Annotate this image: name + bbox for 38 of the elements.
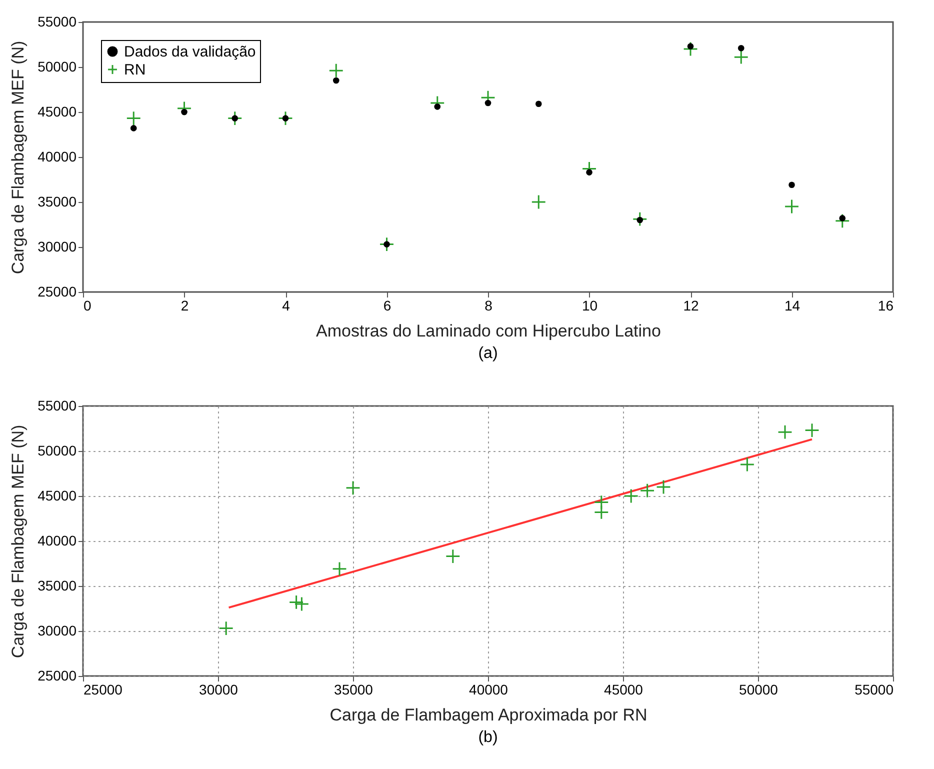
x-tick-label: 4	[282, 298, 290, 314]
y-tick-label: 25000	[38, 284, 77, 300]
y-tick-label: 40000	[38, 532, 77, 548]
x-tick-label: 55000	[854, 682, 894, 698]
y-tick-label: 30000	[38, 622, 77, 638]
y-tick-label: 30000	[38, 238, 77, 254]
y-tick-label: 45000	[38, 488, 77, 504]
x-tick-label: 16	[878, 298, 894, 314]
x-tick-label: 12	[683, 298, 699, 314]
x-tick-label: 45000	[604, 682, 644, 698]
x-tick-label: 2	[180, 298, 189, 314]
y-tick-label: 35000	[38, 578, 77, 594]
y-tick-label: 25000	[38, 668, 77, 684]
legend-label: Dados da validação	[124, 44, 256, 60]
x-tick-label: 30000	[199, 682, 238, 698]
y-tick-label: 35000	[38, 194, 77, 210]
x-tick-label: 25000	[84, 682, 123, 698]
x-axis-title: Amostras do Laminado com Hipercubo Latino	[316, 322, 661, 340]
y-tick-label: 55000	[38, 398, 77, 414]
x-tick-label: 0	[84, 298, 92, 314]
x-tick-label: 14	[784, 298, 800, 314]
text: (a)	[478, 345, 498, 362]
x-tick-label: 40000	[469, 682, 508, 698]
y-tick-label: 50000	[38, 58, 77, 74]
y-tick-label: 55000	[38, 14, 77, 30]
y-axis-title: Carga de Flambagem MEF (N)	[8, 424, 28, 658]
x-axis-title: Carga de Flambagem Aproximada por RN	[330, 706, 648, 724]
y-tick-label: 40000	[38, 148, 77, 164]
x-tick-label: 8	[484, 298, 493, 314]
text: (b)	[478, 729, 498, 746]
x-tick-label: 50000	[739, 682, 778, 698]
x-tick-label: 10	[582, 298, 598, 314]
y-tick-label: 45000	[38, 104, 77, 120]
legend-label: RN	[124, 62, 146, 78]
x-tick-label: 35000	[334, 682, 374, 698]
y-tick-label: 50000	[38, 442, 77, 458]
y-axis-title: Carga de Flambagem MEF (N)	[8, 40, 28, 274]
x-tick-label: 6	[383, 298, 392, 314]
